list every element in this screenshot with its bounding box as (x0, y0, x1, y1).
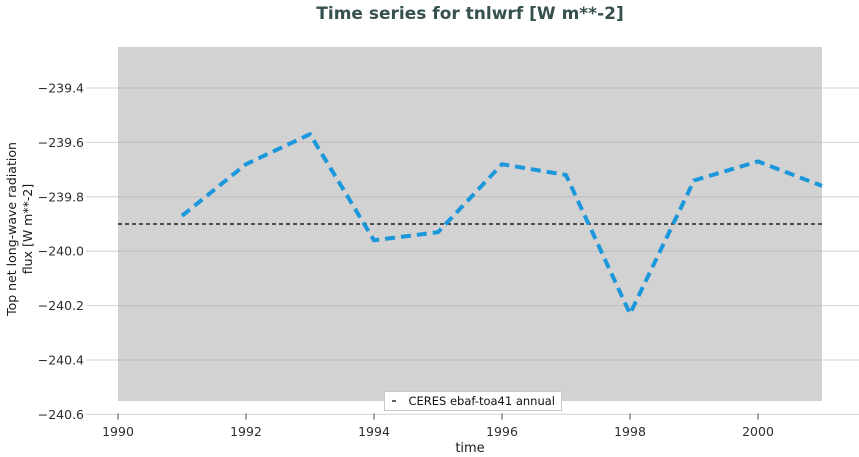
y-tick-label: −240.0 (38, 244, 84, 259)
legend-dashed-line-icon (392, 400, 400, 402)
x-tick-label: 1994 (358, 424, 390, 439)
y-tick-label: −240.2 (38, 298, 84, 313)
y-tick-label: −240.4 (38, 353, 84, 368)
legend: CERES ebaf-toa41 annual (384, 391, 562, 411)
y-axis-label-line2: flux [W m**-2] (20, 183, 35, 275)
y-tick-label: −239.4 (38, 81, 84, 96)
y-axis-label-line1: Top net long-wave radiation (3, 142, 19, 316)
y-axis-label: Top net long-wave radiation flux [W m**-… (4, 142, 37, 316)
legend-label: CERES ebaf-toa41 annual (408, 394, 555, 408)
x-tick-label: 2000 (742, 424, 774, 439)
series-line-tnlwrf (180, 132, 823, 316)
x-tick-label: 1992 (230, 424, 262, 439)
x-tick-label: 1998 (614, 424, 646, 439)
x-tick-label: 1996 (486, 424, 518, 439)
x-tick-label: 1990 (102, 424, 134, 439)
chart-title: Time series for tnlwrf [W m**-2] (316, 4, 624, 24)
x-axis-label: time (455, 441, 485, 456)
y-tick-label: −239.8 (38, 189, 84, 204)
y-tick-label: −240.6 (38, 407, 84, 422)
y-tick-label: −239.6 (38, 135, 84, 150)
